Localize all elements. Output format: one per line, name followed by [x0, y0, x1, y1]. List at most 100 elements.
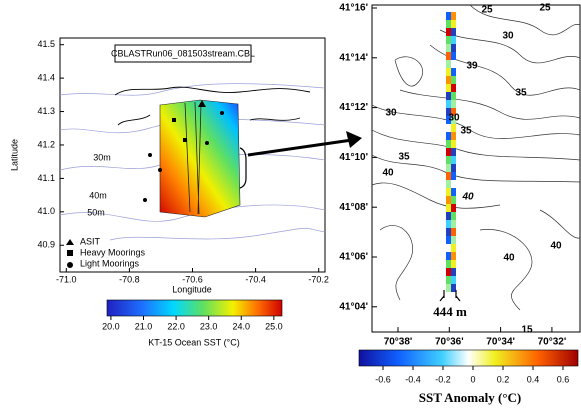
arrow-head [346, 131, 362, 148]
sst-strip-cell [446, 36, 451, 44]
sst-strip [446, 12, 456, 292]
y-tick-label: 41.1 [37, 173, 55, 183]
colorbar-tick-label: -0.6 [375, 374, 391, 384]
colorbar-tick-label: 21.0 [135, 321, 153, 331]
contour-label: 30 [448, 113, 460, 124]
bracket [239, 147, 247, 189]
sst-strip-cell [451, 52, 456, 60]
sst-strip-cell [446, 172, 451, 180]
sst-strip-cell [451, 140, 456, 148]
sst-strip-cell [451, 132, 456, 140]
sst-strip-cell [451, 204, 456, 212]
contour-label: 25 [481, 5, 493, 16]
colorbar-tick-label: -0.2 [435, 374, 451, 384]
sst-strip-cell [451, 116, 456, 124]
x-tick-label: 70°36' [435, 337, 464, 348]
sst-strip-cell [451, 76, 456, 84]
scale-label: 444 m [433, 304, 467, 319]
sst-strip-cell [446, 76, 451, 84]
sst-strip-cell [446, 212, 451, 220]
x-tick-label: -70.6 [182, 274, 203, 284]
sst-strip-cell [446, 156, 451, 164]
depth-label: 50m [87, 207, 105, 217]
sst-strip-cell [446, 140, 451, 148]
sst-strip-cell [446, 252, 451, 260]
sst-strip-cell [446, 132, 451, 140]
sst-strip-cell [446, 180, 451, 188]
arrow [247, 138, 353, 157]
legend-symbol [67, 250, 73, 256]
left-colorbar-label: KT-15 Ocean SST (°C) [148, 337, 239, 347]
sst-strip-cell [451, 148, 456, 156]
sst-swath [159, 99, 241, 218]
sst-strip-cell [446, 260, 451, 268]
sst-strip-cell [446, 188, 451, 196]
sst-strip-cell [451, 172, 456, 180]
colorbar-tick-label: -0.4 [405, 374, 421, 384]
depth-label: 30m [93, 152, 111, 162]
sst-strip-cell [446, 148, 451, 156]
y-tick-label: 41°08' [339, 202, 368, 213]
sst-strip-cell [446, 164, 451, 172]
y-tick-label: 41°10' [339, 152, 368, 163]
sst-strip-cell [451, 180, 456, 188]
sst-strip-cell [446, 52, 451, 60]
sst-strip-cell [451, 260, 456, 268]
sst-strip-cell [446, 28, 451, 36]
legend-label: Heavy Moorings [80, 247, 146, 257]
sst-strip-cell [446, 60, 451, 68]
sst-strip-cell [446, 284, 451, 292]
sst-strip-cell [451, 252, 456, 260]
colorbar-tick-label: 20.0 [102, 321, 120, 331]
sst-strip-cell [446, 124, 451, 132]
sst-strip-cell [451, 196, 456, 204]
left-title: CBLASTRun06_081503stream.CBL [111, 48, 255, 58]
y-tick-label: 41.3 [37, 106, 55, 116]
sst-strip-cell [446, 108, 451, 116]
y-tick-label: 41°16' [339, 3, 368, 14]
sst-strip-cell [451, 188, 456, 196]
sst-strip-cell [446, 92, 451, 100]
x-tick-label: -71.0 [56, 274, 77, 284]
sst-strip-cell [451, 68, 456, 76]
sst-strip-cell [451, 212, 456, 220]
contour-label: 40 [461, 192, 474, 203]
sst-strip-cell [451, 44, 456, 52]
sst-strip-cell [446, 44, 451, 52]
x-tick-label: 70°38' [384, 337, 413, 348]
y-tick-label: 41°04' [339, 301, 368, 312]
right-colorbar-label: SST Anomaly (°C) [419, 390, 521, 405]
x-tick-label: -70.2 [308, 274, 329, 284]
contour-label: 30 [502, 31, 514, 42]
y-axis-label: Latitude [9, 139, 19, 171]
contour-label: 15 [521, 325, 533, 336]
y-tick-label: 41.0 [37, 206, 55, 216]
sst-strip-cell [451, 276, 456, 284]
sst-strip-cell [451, 92, 456, 100]
sst-strip-cell [446, 276, 451, 284]
colorbar-tick-label: 0 [470, 374, 475, 384]
sst-strip-cell [451, 268, 456, 276]
sst-strip-cell [446, 196, 451, 204]
x-tick-label: -70.4 [245, 274, 266, 284]
sst-strip-cell [446, 228, 451, 236]
x-axis-label: Longitude [172, 284, 212, 294]
sst-strip-cell [446, 100, 451, 108]
sst-strip-cell [446, 68, 451, 76]
sst-strip-cell [451, 164, 456, 172]
sst-strip-cell [446, 116, 451, 124]
contour-label: 39 [466, 61, 478, 72]
sst-strip-cell [451, 228, 456, 236]
sst-strip-cell [451, 28, 456, 36]
sst-strip-cell [451, 108, 456, 116]
contour-label: 40 [382, 168, 394, 179]
sst-strip-cell [446, 244, 451, 252]
sst-strip-cell [451, 20, 456, 28]
sst-strip-cell [451, 244, 456, 252]
scale-bar [439, 290, 461, 302]
sst-strip-cell [451, 60, 456, 68]
sst-strip-cell [451, 236, 456, 244]
sst-strip-cell [451, 100, 456, 108]
colorbar-tick-label: 0.6 [557, 374, 570, 384]
sst-strip-cell [446, 236, 451, 244]
